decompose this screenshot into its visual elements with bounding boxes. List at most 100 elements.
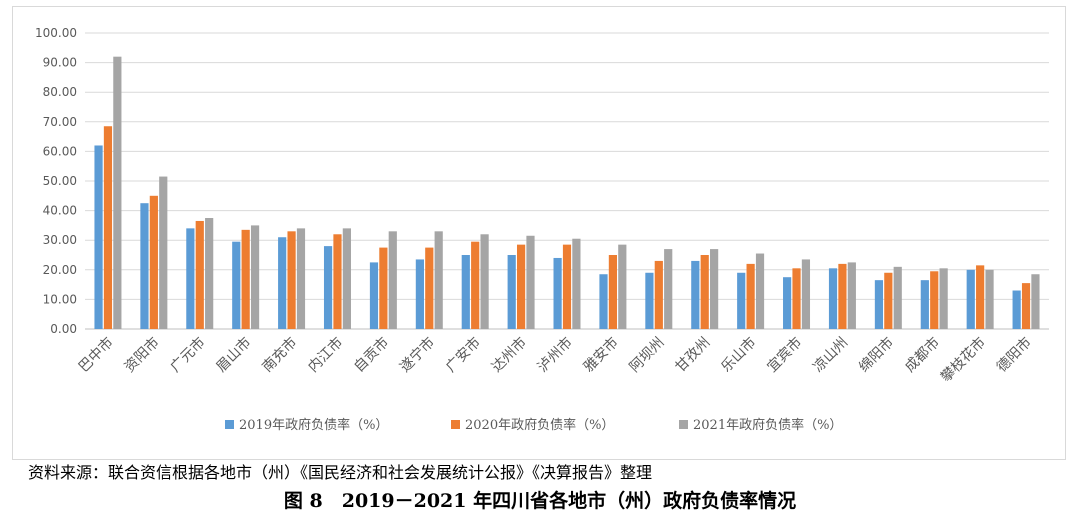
legend-swatch xyxy=(679,420,688,429)
bar xyxy=(388,231,397,329)
bar xyxy=(599,274,608,329)
bar xyxy=(838,263,847,329)
bar xyxy=(1031,274,1040,329)
bar xyxy=(939,268,948,329)
x-tick-label: 达州市 xyxy=(488,334,530,376)
bar xyxy=(159,176,168,329)
bar xyxy=(241,229,250,329)
bar xyxy=(333,234,342,329)
bar xyxy=(608,255,618,329)
legend-label: 2019年政府负债率（%） xyxy=(239,417,388,433)
bar xyxy=(140,203,149,329)
bar xyxy=(1021,283,1031,329)
bar xyxy=(562,244,572,329)
bar xyxy=(847,262,856,329)
bar xyxy=(516,244,526,329)
figure-caption: 图 8 2019－2021 年四川省各地市（州）政府负债率情况 xyxy=(283,490,797,512)
y-tick-label: 20.00 xyxy=(43,263,77,277)
bar xyxy=(985,269,994,329)
y-tick-label: 70.00 xyxy=(43,115,77,129)
y-tick-label: 0.00 xyxy=(50,322,77,336)
bar xyxy=(920,280,929,329)
bar xyxy=(323,246,333,329)
x-tick-label: 雅安市 xyxy=(580,334,622,376)
x-tick-label: 南充市 xyxy=(259,334,301,376)
bar xyxy=(783,277,792,329)
bar xyxy=(278,237,287,329)
x-tick-label: 巴中市 xyxy=(75,334,117,376)
x-tick-label: 攀枝花市 xyxy=(937,334,989,386)
bar xyxy=(755,253,765,329)
bar xyxy=(250,225,260,329)
x-tick-label: 眉山市 xyxy=(213,334,255,376)
x-tick-label: 自贡市 xyxy=(350,334,392,376)
bar xyxy=(553,257,562,329)
x-tick-label: 德阳市 xyxy=(993,334,1035,376)
bar xyxy=(710,249,719,329)
bar xyxy=(205,218,214,329)
bar xyxy=(379,247,388,329)
x-tick-label: 资阳市 xyxy=(121,334,163,376)
bar xyxy=(572,238,581,329)
x-tick-label: 乐山市 xyxy=(718,334,760,376)
bar xyxy=(737,272,746,329)
bar xyxy=(828,268,838,329)
bar xyxy=(103,126,113,330)
source-note: 资料来源：联合资信根据各地市（州）《国民经济和社会发展统计公报》《决算报告》整理 xyxy=(28,463,653,482)
chart-frame: 0.00 10.00 20.00 30.00 40.00 50.00 60.00 70.00 8… xyxy=(12,6,1066,460)
bar xyxy=(480,234,489,329)
bar xyxy=(342,228,351,329)
bar xyxy=(664,249,673,329)
x-tick-label: 遂宁市 xyxy=(396,334,438,376)
legend-label: 2020年政府负债率（%） xyxy=(465,417,614,433)
legend-label: 2021年政府负债率（%） xyxy=(693,417,842,433)
y-tick-label: 100.00 xyxy=(35,26,77,40)
bar xyxy=(654,260,663,329)
x-tick-label: 凉山州 xyxy=(810,335,851,376)
bar xyxy=(369,262,379,329)
bar xyxy=(507,255,516,329)
bar xyxy=(645,272,654,329)
bar xyxy=(691,260,700,329)
bar xyxy=(884,272,893,329)
bar xyxy=(700,255,709,329)
bar xyxy=(434,231,443,329)
bar xyxy=(471,241,480,329)
x-tick-label: 内江市 xyxy=(305,334,347,376)
x-tick-label: 阿坝州 xyxy=(627,335,668,376)
bar xyxy=(425,247,434,329)
bar xyxy=(461,255,470,329)
bar xyxy=(893,266,902,329)
bar xyxy=(746,263,755,329)
x-tick-label: 成都市 xyxy=(901,334,943,376)
bar xyxy=(186,228,195,329)
bar xyxy=(296,228,306,329)
bar xyxy=(966,269,975,329)
bar xyxy=(94,145,103,329)
bar xyxy=(874,280,884,329)
bar xyxy=(801,259,811,329)
bar xyxy=(976,265,985,329)
legend-swatch xyxy=(451,420,460,429)
bar xyxy=(930,271,939,329)
y-tick-label: 30.00 xyxy=(43,233,77,247)
x-tick-label: 宜宾市 xyxy=(764,334,806,376)
bar xyxy=(232,241,241,329)
bar xyxy=(415,259,424,329)
bar xyxy=(618,244,627,329)
bar xyxy=(195,220,204,329)
y-tick-label: 50.00 xyxy=(43,174,77,188)
bar xyxy=(1012,290,1021,329)
legend-swatch xyxy=(225,420,234,429)
x-tick-label: 广安市 xyxy=(442,334,484,376)
x-tick-label: 广元市 xyxy=(167,334,209,376)
y-tick-label: 60.00 xyxy=(43,144,77,158)
bar-chart: 0.00 10.00 20.00 30.00 40.00 50.00 60.00 70.00 8… xyxy=(35,26,1049,433)
y-tick-label: 80.00 xyxy=(43,85,77,99)
x-tick-label: 泸州市 xyxy=(534,334,576,376)
bar xyxy=(792,268,801,329)
bar xyxy=(149,195,158,329)
y-tick-label: 40.00 xyxy=(43,204,77,218)
bar xyxy=(526,235,535,329)
y-tick-label: 90.00 xyxy=(43,56,77,70)
